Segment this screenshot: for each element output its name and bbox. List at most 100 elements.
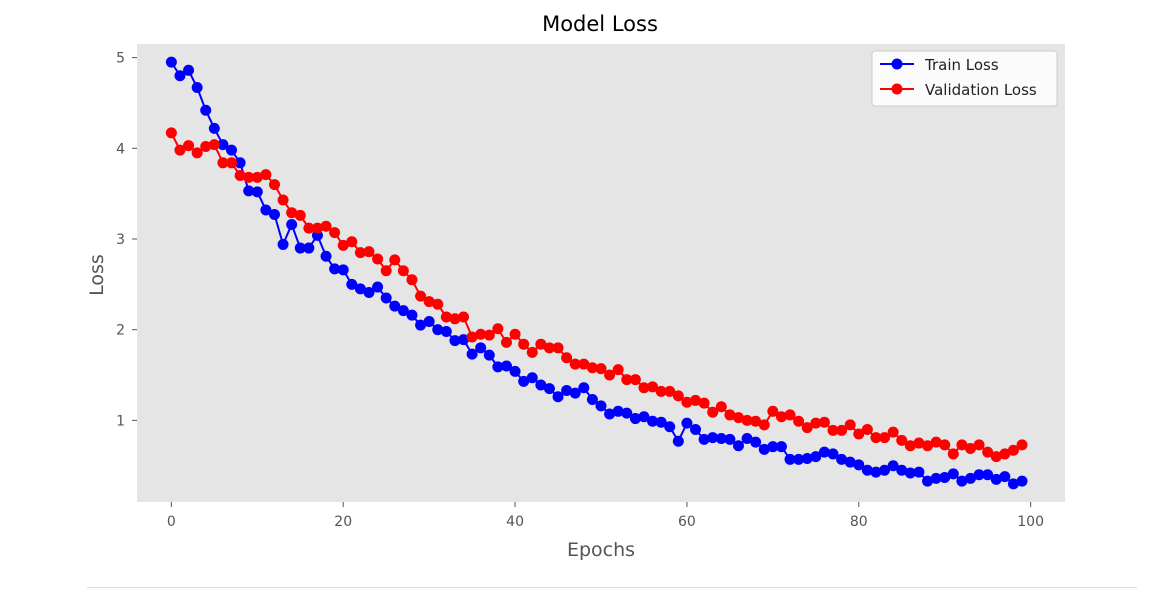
- validation-loss-point: [1007, 444, 1019, 456]
- train-loss-point: [432, 324, 444, 336]
- validation-loss-point: [475, 328, 487, 340]
- validation-loss-point: [939, 439, 951, 451]
- validation-loss-point: [681, 396, 693, 408]
- validation-loss-point: [732, 412, 744, 424]
- train-loss-point: [741, 433, 753, 445]
- validation-loss-point: [277, 194, 289, 206]
- validation-loss-point: [458, 311, 470, 323]
- train-loss-point: [466, 348, 478, 360]
- train-loss-point: [732, 440, 744, 452]
- train-loss-point: [320, 250, 332, 262]
- validation-loss-point: [208, 139, 220, 151]
- x-tick-label: 80: [850, 514, 868, 530]
- validation-loss-point: [750, 415, 762, 427]
- train-loss-point: [698, 433, 710, 445]
- validation-loss-point: [672, 390, 684, 402]
- x-axis: 0 20 40 60 80 100: [167, 502, 1044, 530]
- validation-loss-point: [552, 342, 564, 354]
- legend-val-label: Validation Loss: [925, 81, 1037, 99]
- train-loss-point: [1007, 478, 1019, 490]
- validation-loss-point: [724, 409, 736, 421]
- legend-box: [871, 50, 1058, 107]
- train-loss-point: [870, 466, 882, 478]
- legend-train-marker: [891, 58, 903, 70]
- bottom-divider: [87, 587, 1137, 588]
- train-loss-point: [294, 242, 306, 254]
- train-loss-point: [775, 441, 787, 453]
- train-loss-point: [492, 361, 504, 373]
- validation-loss-point: [964, 442, 976, 454]
- validation-loss-point: [165, 127, 177, 139]
- train-loss-point: [664, 421, 676, 433]
- validation-loss-point: [904, 440, 916, 452]
- train-loss-point: [354, 283, 366, 295]
- validation-loss-point: [775, 411, 787, 423]
- series-validation-loss: [165, 127, 1028, 463]
- validation-loss-point: [664, 385, 676, 397]
- train-loss-point: [690, 423, 702, 435]
- train-loss-point: [329, 263, 341, 275]
- train-loss-point: [844, 456, 856, 468]
- train-loss-point: [363, 286, 375, 298]
- train-loss-point: [638, 411, 650, 423]
- train-loss-point: [475, 342, 487, 354]
- train-loss-point: [346, 278, 358, 290]
- validation-loss-point: [217, 157, 229, 169]
- validation-loss-point: [578, 358, 590, 370]
- validation-loss-point: [913, 437, 925, 449]
- validation-loss-point: [320, 220, 332, 232]
- train-loss-point: [518, 375, 530, 387]
- validation-loss-point: [586, 362, 598, 374]
- validation-loss-point: [483, 329, 495, 341]
- validation-loss-point: [836, 424, 848, 436]
- legend-val-marker: [891, 83, 903, 95]
- train-loss-point: [234, 157, 246, 169]
- train-loss-point: [904, 467, 916, 479]
- train-loss-point: [724, 433, 736, 445]
- validation-loss-point: [690, 394, 702, 406]
- y-tick-label: 1: [116, 413, 125, 429]
- validation-loss-point: [329, 227, 341, 239]
- validation-loss-point: [363, 246, 375, 258]
- train-loss-point: [552, 391, 564, 403]
- train-loss-point: [406, 309, 418, 321]
- validation-loss-point: [543, 342, 555, 354]
- train-loss-point: [861, 464, 873, 476]
- train-loss-point: [208, 122, 220, 134]
- validation-loss-point: [844, 419, 856, 431]
- plot-area: [137, 44, 1065, 502]
- train-loss-point: [397, 305, 409, 317]
- train-loss-point: [922, 475, 934, 487]
- validation-loss-point: [698, 397, 710, 409]
- train-loss-point: [836, 453, 848, 465]
- train-loss-point: [715, 433, 727, 445]
- train-loss-point: [595, 400, 607, 412]
- train-loss-point: [561, 384, 573, 396]
- y-tick-label: 4: [116, 141, 125, 157]
- validation-loss-point: [389, 254, 401, 266]
- train-loss-point: [896, 464, 908, 476]
- y-axis: 1 2 3 4 5: [116, 51, 137, 429]
- train-loss-point: [191, 82, 203, 94]
- validation-loss-point: [260, 169, 272, 181]
- train-loss-point: [801, 452, 813, 464]
- train-loss-point: [853, 459, 865, 471]
- validation-loss-point: [655, 385, 667, 397]
- validation-loss-point: [1016, 439, 1028, 451]
- validation-loss-point: [612, 364, 624, 376]
- validation-loss-point: [853, 428, 865, 440]
- validation-loss-point: [423, 296, 435, 308]
- validation-loss-point: [595, 363, 607, 375]
- validation-loss-point: [741, 414, 753, 426]
- validation-loss-point: [449, 313, 461, 325]
- validation-loss-point: [861, 423, 873, 435]
- series-train-loss: [165, 56, 1028, 490]
- validation-loss-point: [973, 439, 985, 451]
- validation-loss-point: [827, 424, 839, 436]
- x-axis-label: Epochs: [567, 539, 635, 561]
- validation-loss-point: [311, 222, 323, 234]
- train-loss-point: [758, 443, 770, 455]
- validation-loss-point: [397, 265, 409, 277]
- train-loss-point: [217, 139, 229, 151]
